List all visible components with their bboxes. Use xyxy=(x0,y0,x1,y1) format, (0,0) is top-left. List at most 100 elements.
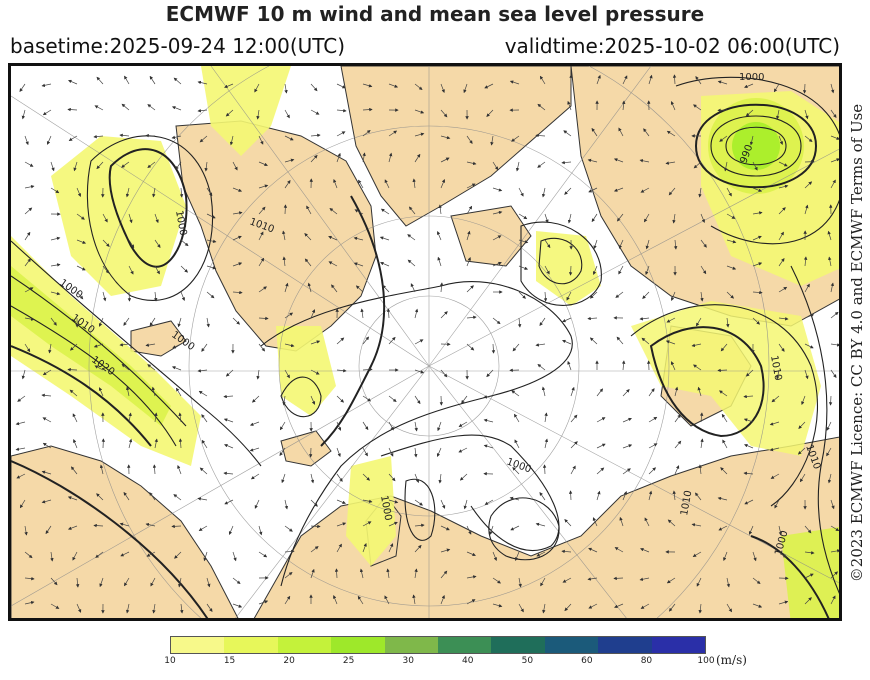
wind-arrow xyxy=(490,135,494,146)
wind-arrow xyxy=(518,213,528,220)
wind-arrow xyxy=(154,438,158,449)
wind-arrow xyxy=(648,74,653,85)
wind-arrow xyxy=(24,525,28,536)
wind-arrow xyxy=(258,206,266,215)
wind-arrow xyxy=(618,127,624,137)
wind-arrow xyxy=(119,522,130,527)
wind-arrow xyxy=(17,395,26,402)
wind-arrow xyxy=(384,179,390,189)
wind-arrow xyxy=(388,521,398,527)
wind-arrow xyxy=(284,109,290,119)
wind-arrow xyxy=(645,239,650,250)
wind-arrow xyxy=(21,109,26,120)
wind-arrow xyxy=(98,317,104,327)
wind-arrow xyxy=(589,337,598,345)
wind-arrow xyxy=(336,108,347,113)
wind-arrow xyxy=(307,282,312,293)
wind-arrow xyxy=(199,467,208,475)
wind-arrow xyxy=(147,161,156,169)
wind-arrow xyxy=(592,265,598,275)
wind-arrow xyxy=(717,496,728,501)
wind-arrow xyxy=(76,213,85,220)
wind-arrow xyxy=(388,152,393,163)
wind-arrow xyxy=(566,291,572,301)
wind-arrow xyxy=(512,343,520,352)
wind-arrow xyxy=(801,395,806,406)
colorbar-segment xyxy=(224,637,278,653)
wind-arrow xyxy=(830,311,839,319)
wind-arrow xyxy=(152,603,156,614)
wind-arrow xyxy=(336,543,342,553)
wind-arrow xyxy=(537,161,546,168)
wind-arrow xyxy=(50,236,61,241)
wind-arrow xyxy=(537,363,546,371)
wind-arrow xyxy=(102,213,108,223)
wind-arrow xyxy=(589,291,598,299)
wind-arrow xyxy=(778,231,784,241)
wind-arrow xyxy=(41,393,52,398)
wind-arrow xyxy=(440,499,446,509)
wind-arrow xyxy=(535,522,546,527)
wind-arrow xyxy=(778,258,785,267)
wind-arrow xyxy=(362,473,371,481)
isobar-east-2 xyxy=(630,304,819,507)
isobar-ne-low-4 xyxy=(675,76,839,245)
wind-arrow xyxy=(225,109,234,117)
wind-arrow xyxy=(541,187,546,198)
wind-arrow xyxy=(614,547,624,553)
wind-arrow xyxy=(535,343,546,347)
wind-arrow xyxy=(639,159,650,163)
wind-arrow xyxy=(256,369,260,380)
wind-arrow xyxy=(567,360,572,371)
wind-arrow xyxy=(696,317,702,327)
wind-arrow xyxy=(310,369,320,375)
isobar-east-low xyxy=(488,497,560,561)
isobar-greenland-high xyxy=(108,148,188,268)
wind-arrow xyxy=(645,265,650,276)
wind-arrow xyxy=(102,239,110,248)
wind-arrow xyxy=(618,265,624,275)
wind-arrow xyxy=(509,496,520,501)
wind-arrow xyxy=(745,369,754,377)
wind-arrow xyxy=(258,135,264,145)
wind-arrow xyxy=(564,518,572,527)
wind-arrow xyxy=(440,525,450,531)
wind-arrow xyxy=(567,213,572,224)
wind-arrow xyxy=(492,261,502,267)
wind-band-east xyxy=(631,301,821,456)
wind-arrow xyxy=(180,265,189,273)
wind-arrow xyxy=(42,442,52,449)
forecast-map[interactable]: 1000 1010 1020 990 1000 1010 1000 1000 1… xyxy=(8,63,842,621)
wind-arrow xyxy=(593,239,598,250)
wind-arrow xyxy=(72,413,78,423)
wind-arrow xyxy=(542,464,547,475)
wind-arrow xyxy=(328,235,338,241)
wind-arrow xyxy=(362,336,370,345)
wind-arrow xyxy=(804,525,812,534)
wind-arrow xyxy=(588,187,598,193)
wind-arrow xyxy=(284,158,295,163)
wind-arrow xyxy=(640,603,650,609)
wind-arrow xyxy=(333,178,338,189)
wind-arrow xyxy=(437,421,442,432)
wind-arrow xyxy=(328,261,338,267)
wind-arrow xyxy=(50,551,54,562)
wind-arrow xyxy=(535,133,546,138)
wind-arrow xyxy=(94,105,104,111)
wind-arrow xyxy=(752,211,763,215)
wind-arrow xyxy=(258,231,264,241)
wind-band-baffin xyxy=(201,66,291,156)
wind-arrow xyxy=(171,524,182,529)
wind-arrow xyxy=(544,265,550,275)
wind-arrow xyxy=(414,109,425,114)
wind-arrow xyxy=(282,256,286,267)
wind-arrow xyxy=(284,525,293,532)
wind-arrow xyxy=(95,551,104,558)
wind-arrow xyxy=(223,394,234,399)
wind-arrow xyxy=(561,549,572,554)
wind-arrow xyxy=(670,361,676,371)
basetime-label: basetime:2025-09-24 12:00(UTC) xyxy=(10,34,346,58)
wind-arrow xyxy=(178,438,183,449)
wind-arrow xyxy=(149,492,156,501)
wind-arrow xyxy=(336,131,346,137)
